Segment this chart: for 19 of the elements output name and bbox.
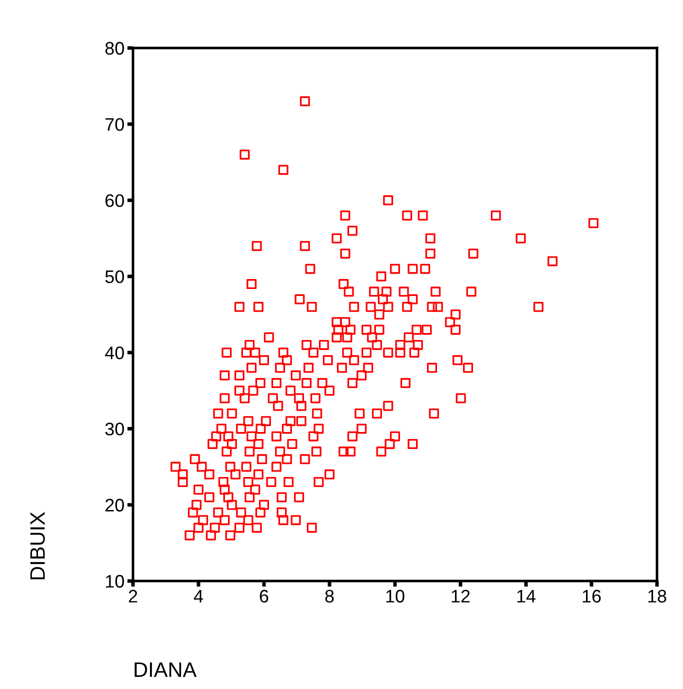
- x-tick-label: 2: [128, 590, 138, 602]
- y-tick-label: 50: [105, 270, 124, 284]
- y-tick-label: 80: [105, 42, 124, 55]
- x-tick-label: 14: [517, 590, 536, 602]
- x-tick-label: 6: [260, 590, 268, 603]
- y-tick-label: 30: [105, 422, 124, 436]
- y-tick-label: 60: [106, 194, 124, 208]
- x-tick-label: 12: [452, 590, 470, 602]
- x-axis-title: DIANA: [134, 662, 197, 677]
- x-tick-label: 10: [386, 590, 404, 603]
- y-axis-title: DIBUIX: [30, 512, 45, 580]
- y-tick-label: 70: [106, 118, 124, 131]
- x-tick-label: 18: [648, 590, 666, 603]
- x-tick-label: 8: [325, 590, 334, 603]
- x-tick-label: 16: [582, 590, 601, 603]
- y-tick-label: 10: [106, 574, 124, 588]
- x-tick-label: 4: [194, 590, 203, 602]
- y-tick-label: 40: [105, 346, 124, 360]
- y-tick-label: 20: [105, 498, 124, 512]
